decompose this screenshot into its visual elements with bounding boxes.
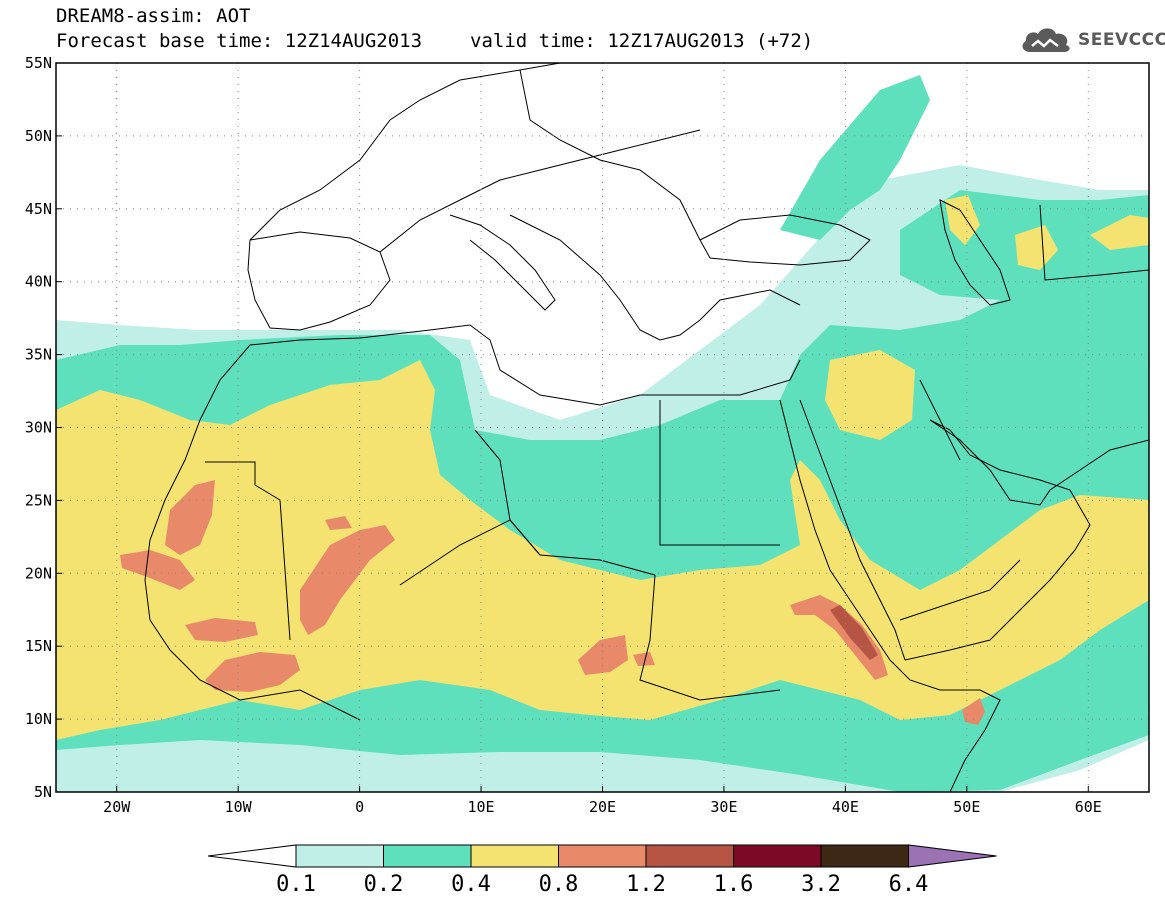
border-libya-chad xyxy=(474,429,541,556)
aot-band-medium-arabia xyxy=(825,350,915,440)
coastline-horn-africa xyxy=(889,659,1001,792)
coastline-iberia xyxy=(247,231,391,331)
colorbar-box xyxy=(558,844,647,868)
cloud-icon xyxy=(1022,28,1070,52)
coastline-persian-gulf xyxy=(929,419,1149,506)
lat-tick-label: 5N xyxy=(34,783,52,801)
border-central-asia xyxy=(1039,204,1149,281)
coastline-west-africa xyxy=(144,344,361,721)
coastline-black-sea xyxy=(699,214,871,266)
lon-tick-label: 30E xyxy=(710,798,737,816)
coastline-red-sea-west xyxy=(779,399,891,661)
coastline-red-sea-east xyxy=(799,399,906,661)
lat-tick-label: 40N xyxy=(25,273,52,291)
colorbar-box xyxy=(295,844,384,868)
colorbar-level-label: 0.8 xyxy=(539,872,579,897)
aot-band-high-mali xyxy=(300,525,395,635)
border-iran-iraq xyxy=(919,379,961,461)
border-egypt-libya xyxy=(659,400,780,546)
coastline-caspian xyxy=(939,199,1011,306)
colorbar-arrow-high xyxy=(908,844,997,868)
aot-band-medium-ne xyxy=(945,195,980,245)
aot-band-high-burkina xyxy=(205,652,300,692)
colorbar-arrow-low xyxy=(207,844,297,868)
colorbar-level-label: 0.4 xyxy=(451,872,491,897)
lat-tick-label: 15N xyxy=(25,637,52,655)
lat-tick-label: 55N xyxy=(25,54,52,72)
aot-band-high-red-sea xyxy=(790,595,888,680)
lon-tick-label: 60E xyxy=(1075,798,1102,816)
aot-band-medium-caspian xyxy=(1015,225,1058,270)
aot-band-high-west-sahara xyxy=(165,480,215,555)
coastline-balkans-greece xyxy=(509,214,801,341)
aot-band-high-chad-small xyxy=(633,652,655,666)
seevccc-logo: SEEVCCC xyxy=(1018,24,1165,56)
aot-band-high-mauritania xyxy=(120,550,195,590)
lat-tick-label: 25N xyxy=(25,491,52,509)
border-europe-2 xyxy=(519,69,701,241)
coastline-europe-north xyxy=(249,63,561,241)
colorbar-level-label: 1.6 xyxy=(714,872,754,897)
lat-tick-label: 10N xyxy=(25,710,52,728)
logo-text: SEEVCCC xyxy=(1078,30,1165,50)
lon-tick-label: 40E xyxy=(832,798,859,816)
coastline-north-africa xyxy=(249,324,801,406)
lat-tick-label: 30N xyxy=(25,419,52,437)
lat-tick-label: 20N xyxy=(25,564,52,582)
colorbar-box xyxy=(383,844,472,868)
lon-tick-label: 50E xyxy=(953,798,980,816)
colorbar-box xyxy=(645,844,734,868)
lon-tick-label: 20E xyxy=(589,798,616,816)
forecast-base-time: Forecast base time: 12Z14AUG2013 xyxy=(56,30,423,52)
colorbar-level-label: 0.2 xyxy=(364,872,404,897)
colorbar-box xyxy=(470,844,559,868)
border-saudi-yemen xyxy=(899,559,1021,621)
coastline-arabia xyxy=(904,419,1091,661)
colorbar-level-label: 6.4 xyxy=(889,872,929,897)
colorbar-level-label: 3.2 xyxy=(801,872,841,897)
colorbar-box xyxy=(820,844,909,868)
lon-tick-label: 10W xyxy=(225,798,253,816)
aot-band-high-senegal xyxy=(185,618,258,642)
lat-tick-labels: 55N 50N 45N 40N 35N 30N 25N 20N 15N 10N 5N xyxy=(25,54,52,801)
coastline-italy xyxy=(449,214,556,311)
lat-tick-label: 45N xyxy=(25,200,52,218)
aot-band-high-somalia xyxy=(962,698,985,725)
colorbar-level-label: 1.2 xyxy=(626,872,666,897)
map-grid xyxy=(56,62,1149,793)
forecast-valid-time: valid time: 12Z17AUG2013 (+72) xyxy=(470,30,814,52)
colorbar-level-label: 0.1 xyxy=(276,872,316,897)
map-title: DREAM8-assim: AOT xyxy=(56,5,251,27)
aot-band-light-north xyxy=(780,75,930,240)
lat-tick-label: 35N xyxy=(25,346,52,364)
aot-band-high-mali-small xyxy=(325,516,352,530)
aot-band-high-chad xyxy=(578,635,628,675)
lon-tick-label: 10E xyxy=(468,798,495,816)
lon-tick-label: 20W xyxy=(103,798,131,816)
border-europe-1 xyxy=(379,129,701,253)
coastlines-and-borders xyxy=(144,63,1149,792)
border-sudan xyxy=(639,574,781,701)
colorbar-box xyxy=(733,844,822,868)
map-frame xyxy=(55,62,1150,793)
aot-fields xyxy=(56,75,1149,792)
colorbar: 0.1 0.2 0.4 0.8 1.2 1.6 3.2 6.4 xyxy=(207,844,997,897)
forecast-times: Forecast base time: 12Z14AUG2013 valid ti… xyxy=(56,30,813,52)
lon-tick-labels: 20W 10W 0 10E 20E 30E 40E 50E 60E xyxy=(103,798,1102,816)
lat-tick-label: 50N xyxy=(25,127,52,145)
lon-tick-label: 0 xyxy=(355,798,364,816)
aot-band-very-high-red-sea xyxy=(830,605,878,660)
aot-band-medium-east xyxy=(1090,215,1149,250)
